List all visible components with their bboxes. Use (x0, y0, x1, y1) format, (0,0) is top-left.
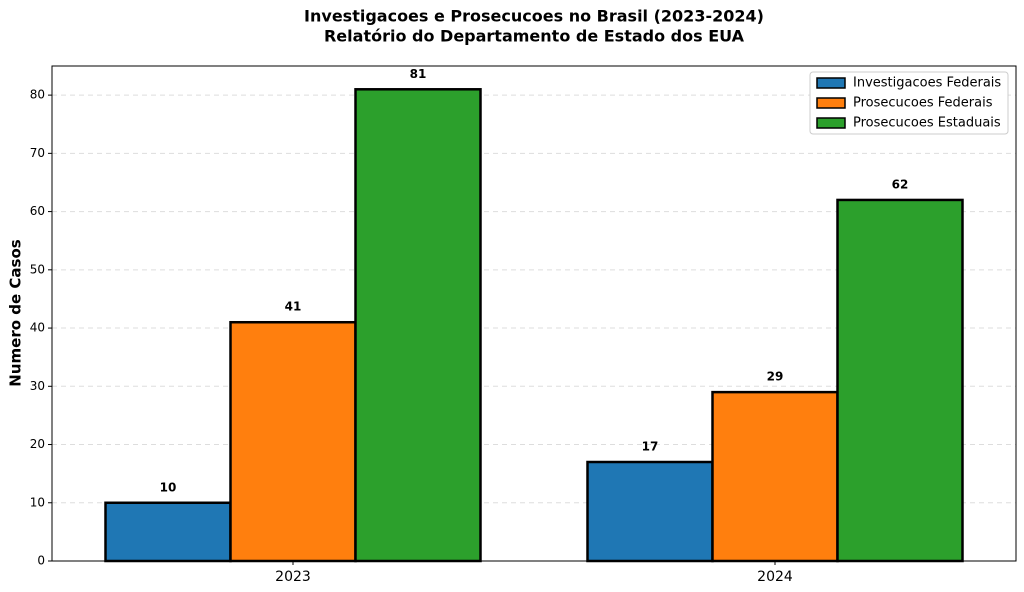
y-tick-label: 10 (30, 495, 45, 509)
bar (586, 460, 714, 563)
y-tick-label: 60 (30, 204, 45, 218)
legend-swatch (816, 117, 846, 129)
value-label: 10 (160, 480, 177, 494)
value-label: 41 (285, 300, 302, 314)
y-tick-label: 30 (30, 379, 45, 393)
legend-label: Prosecucoes Federais (853, 96, 993, 111)
bar (711, 390, 839, 563)
y-tick-label: 50 (30, 262, 45, 276)
plot-frame (51, 65, 1017, 562)
y-axis-label: Numero de Casos (7, 239, 25, 386)
y-tick-label: 80 (30, 88, 45, 102)
bar (104, 501, 232, 563)
x-tick-label: 2023 (275, 569, 311, 585)
value-label: 17 (642, 440, 659, 454)
x-tick-label: 2024 (757, 569, 793, 585)
legend-label: Prosecucoes Estaduais (853, 116, 1001, 131)
bar (229, 320, 357, 563)
y-tick-label: 40 (30, 321, 45, 335)
chart-title: Investigacoes e Prosecucoes no Brasil (2… (304, 7, 764, 26)
value-label: 62 (892, 177, 909, 191)
y-tick-label: 0 (37, 554, 45, 568)
bar (354, 88, 482, 563)
y-tick-label: 20 (30, 437, 45, 451)
legend-swatch (816, 97, 846, 109)
chart-subtitle: Relatório do Departamento de Estado dos … (324, 27, 745, 46)
y-tick-label: 70 (30, 146, 45, 160)
value-label: 81 (410, 67, 427, 81)
value-label: 29 (767, 370, 784, 384)
legend-swatch (816, 77, 846, 89)
bar (836, 198, 964, 563)
legend-label: Investigacoes Federais (853, 76, 1001, 91)
legend-box (809, 71, 1009, 135)
